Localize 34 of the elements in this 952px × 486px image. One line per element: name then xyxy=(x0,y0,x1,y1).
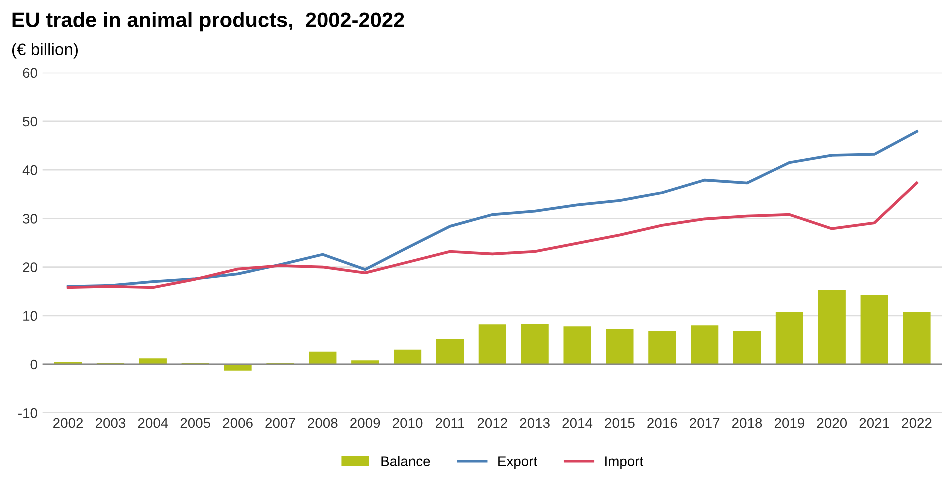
x-tick-label: 2006 xyxy=(223,418,253,428)
x-tick-label: 2021 xyxy=(860,418,890,428)
x-tick-label: 2004 xyxy=(138,418,168,428)
y-tick-label: 60 xyxy=(23,68,38,78)
x-tick-label: 2018 xyxy=(732,418,762,428)
x-tick-label: 2005 xyxy=(180,418,210,428)
x-tick-label: 2011 xyxy=(436,418,464,428)
y-tick-label: -10 xyxy=(18,408,38,418)
x-tick-label: 2010 xyxy=(393,418,423,428)
chart-subtitle: (€ billion) xyxy=(12,43,78,59)
chart-title: EU trade in animal products, 2002-2022 xyxy=(12,12,404,32)
x-tick-label: 2020 xyxy=(817,418,848,428)
x-tick-label: 2002 xyxy=(54,418,84,428)
legend-label: Import xyxy=(606,456,644,470)
x-tick-label: 2003 xyxy=(96,418,126,428)
x-tick-label: 2015 xyxy=(605,418,635,428)
x-tick-label: 2007 xyxy=(266,418,296,428)
y-tick-label: 30 xyxy=(23,214,38,224)
x-tick-label: 2009 xyxy=(350,418,380,428)
legend-label: Export xyxy=(498,456,538,470)
x-tick-label: 2016 xyxy=(648,418,678,428)
x-tick-label: 2012 xyxy=(478,418,508,428)
x-tick-label: 2019 xyxy=(774,418,805,428)
y-tick-label: 50 xyxy=(23,116,38,127)
y-tick-label: 20 xyxy=(23,262,38,272)
x-tick-label: 2014 xyxy=(562,418,593,428)
y-tick-label: 40 xyxy=(22,165,38,176)
legend-label: Balance xyxy=(382,456,430,466)
y-tick-label: 0 xyxy=(30,360,38,370)
x-tick-label: 2017 xyxy=(690,418,720,428)
x-tick-label: 2008 xyxy=(308,418,338,428)
x-tick-label: 2013 xyxy=(520,418,550,428)
y-tick-label: 10 xyxy=(24,311,38,322)
x-tick-label: 2022 xyxy=(902,418,932,428)
